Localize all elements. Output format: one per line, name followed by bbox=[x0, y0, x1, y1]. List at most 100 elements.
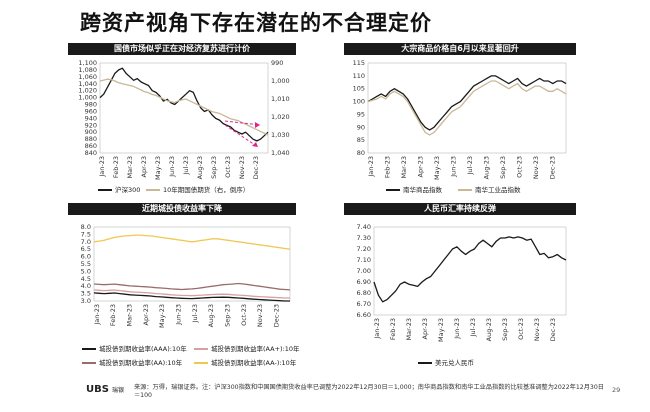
legend-item: 城投债到期收益率(AA):10年 bbox=[82, 357, 182, 367]
x-tick-label: Mar-23 bbox=[405, 318, 413, 340]
chart-svg: 8408608809009209409609801,0001,0201,0401… bbox=[78, 59, 290, 180]
x-tick-label: Apr-23 bbox=[416, 156, 424, 177]
series-line bbox=[373, 236, 567, 303]
legend-item: 美元兑人民币 bbox=[418, 357, 474, 367]
x-tick-label: Jul-23 bbox=[182, 156, 190, 175]
y-tick-label: 7.20 bbox=[357, 245, 371, 253]
legend-swatch bbox=[98, 189, 112, 191]
x-tick-label: Feb-23 bbox=[389, 318, 397, 340]
x-tick-label: May-23 bbox=[154, 156, 162, 180]
chart-svg: 3.03.54.04.55.05.56.06.57.07.58.0 Jan-23 F… bbox=[81, 223, 291, 328]
y-tick-label: 840 bbox=[85, 149, 97, 157]
chart-title: 人民币汇率持续反弹 bbox=[344, 203, 576, 215]
y-tick-label: 900 bbox=[85, 128, 97, 136]
source-note: 来源：万得，瑞银证券。注：沪深300指数和中国国债期货收益率已调整为2022年1… bbox=[134, 384, 604, 399]
series-line bbox=[93, 234, 291, 250]
x-tick-label: Apr-23 bbox=[142, 304, 150, 325]
chart-panel-commodity: 大宗商品价格自6月以来显著回升 80 85 90 95 100 105 110 115 Jan-… bbox=[344, 43, 576, 205]
legend-label: 南华工业品指数 bbox=[475, 186, 521, 194]
legend-swatch bbox=[458, 189, 472, 191]
y-tick-label: 1,080 bbox=[78, 66, 97, 74]
x-tick-label: Jul-23 bbox=[469, 318, 477, 337]
x-tick-label: Feb-23 bbox=[383, 156, 391, 178]
x-tick-label: Mar-23 bbox=[126, 304, 134, 326]
x-tick-label: Nov-23 bbox=[532, 156, 540, 179]
x-tick-label: Jun-23 bbox=[449, 156, 457, 178]
logo-text: UBS bbox=[86, 384, 109, 395]
x-tick-label: Jan-23 bbox=[367, 156, 375, 178]
annotation-arrow bbox=[224, 124, 259, 148]
legend-label: 沪深300 bbox=[115, 186, 141, 194]
chart-svg: 6.60 6.70 6.80 6.90 7.00 7.10 7.20 7.30 7.40 Jan-… bbox=[357, 223, 567, 342]
x-tick-label: Aug-23 bbox=[482, 156, 490, 179]
y-right-tick-label: 1,000 bbox=[271, 77, 290, 85]
x-tick-label: Nov-23 bbox=[256, 304, 264, 327]
plot-area bbox=[367, 62, 567, 154]
y-right-tick-label: 1,030 bbox=[271, 131, 290, 139]
x-tick-label: Jun-23 bbox=[175, 304, 183, 326]
chart-panel-fx: 人民币汇率持续反弹 6.60 6.70 6.80 6.90 7.00 7.10 7.20 7.… bbox=[344, 203, 576, 373]
x-tick-label: Jun-23 bbox=[453, 318, 461, 340]
y-tick-label: 980 bbox=[85, 101, 97, 109]
x-tick-label: Mar-23 bbox=[126, 156, 134, 178]
legend-swatch bbox=[146, 189, 160, 191]
y-tick-label: 6.80 bbox=[357, 289, 371, 297]
legend-swatch bbox=[194, 362, 208, 364]
y-tick-label: 3.5 bbox=[81, 290, 91, 298]
x-tick-label: May-23 bbox=[437, 318, 445, 342]
y-tick-label: 7.10 bbox=[357, 256, 371, 264]
chart-svg: 80 85 90 95 100 105 110 115 Jan-23 Feb-23 Mar-23 Ap… bbox=[353, 59, 567, 180]
legend-swatch bbox=[82, 362, 96, 364]
annotation-arrow bbox=[224, 120, 261, 126]
y-right-tick-label: 1,040 bbox=[271, 149, 290, 157]
y-tick-label: 5.5 bbox=[81, 260, 91, 268]
arrow-head bbox=[252, 142, 258, 147]
y-tick-label: 6.60 bbox=[357, 311, 371, 319]
x-tick-label: Jan-23 bbox=[93, 304, 101, 326]
x-tick-label: Apr-23 bbox=[140, 156, 148, 177]
y-tick-label: 1,040 bbox=[78, 80, 97, 88]
ubs-logo: UBS 瑞银 bbox=[86, 384, 124, 395]
y-tick-label: 4.5 bbox=[81, 275, 91, 283]
x-tick-label: Feb-23 bbox=[109, 304, 117, 326]
x-tick-label: Jul-23 bbox=[191, 304, 199, 323]
legend-label: 南华商品指数 bbox=[403, 186, 442, 194]
slide-title: 跨资产视角下存在潜在的不合理定价 bbox=[80, 11, 432, 35]
legend-item: 南华工业品指数 bbox=[458, 184, 521, 194]
legend-swatch bbox=[82, 348, 96, 350]
legend-item: 沪深300 bbox=[98, 184, 140, 194]
x-tick-label: Oct-23 bbox=[224, 156, 232, 178]
x-tick-label: Oct-23 bbox=[517, 318, 525, 340]
series-line bbox=[93, 289, 290, 299]
x-tick-label: Nov-23 bbox=[238, 156, 246, 179]
y-tick-label: 880 bbox=[85, 135, 97, 143]
legend-label: 城投债到期收益率(AA-):10年 bbox=[211, 359, 297, 367]
y-tick-label: 115 bbox=[353, 59, 365, 67]
y-tick-label: 95 bbox=[357, 110, 365, 118]
y-tick-label: 940 bbox=[85, 114, 97, 122]
x-tick-label: Nov-23 bbox=[533, 318, 541, 341]
chart-legend: 城投债到期收益率(AAA):10年 城投债到期收益率(AA+):10年 城投债到… bbox=[82, 343, 300, 373]
y-tick-label: 100 bbox=[353, 98, 365, 106]
y-tick-label: 6.70 bbox=[357, 300, 371, 308]
y-tick-label: 1,060 bbox=[78, 73, 97, 81]
legend-item: 南华商品指数 bbox=[386, 184, 442, 194]
x-tick-label: Apr-23 bbox=[421, 318, 429, 339]
y-tick-label: 90 bbox=[357, 123, 365, 131]
x-tick-label: Dec-23 bbox=[252, 156, 260, 179]
legend-label: 城投债到期收益率(AAA):10年 bbox=[99, 345, 187, 353]
legend-label: 美元兑人民币 bbox=[435, 359, 474, 367]
x-tick-label: Feb-23 bbox=[112, 156, 120, 178]
chart-panel-bond: 国债市场似乎正在对经济复苏进行计价 840 860 880 900 920 940 960 9… bbox=[68, 43, 296, 205]
y-tick-label: 860 bbox=[85, 142, 97, 150]
x-tick-label: Aug-23 bbox=[196, 156, 204, 179]
x-tick-label: Jul-23 bbox=[466, 156, 474, 175]
series-line bbox=[93, 282, 291, 291]
legend-label: 10年期国债期货（右，倒序） bbox=[163, 186, 250, 194]
plot-area bbox=[99, 62, 269, 154]
legend-swatch bbox=[386, 189, 400, 191]
x-tick-label: Aug-23 bbox=[485, 318, 493, 341]
y-tick-label: 1,020 bbox=[78, 87, 97, 95]
arrow-head bbox=[255, 122, 260, 128]
y-tick-label: 110 bbox=[353, 72, 365, 80]
